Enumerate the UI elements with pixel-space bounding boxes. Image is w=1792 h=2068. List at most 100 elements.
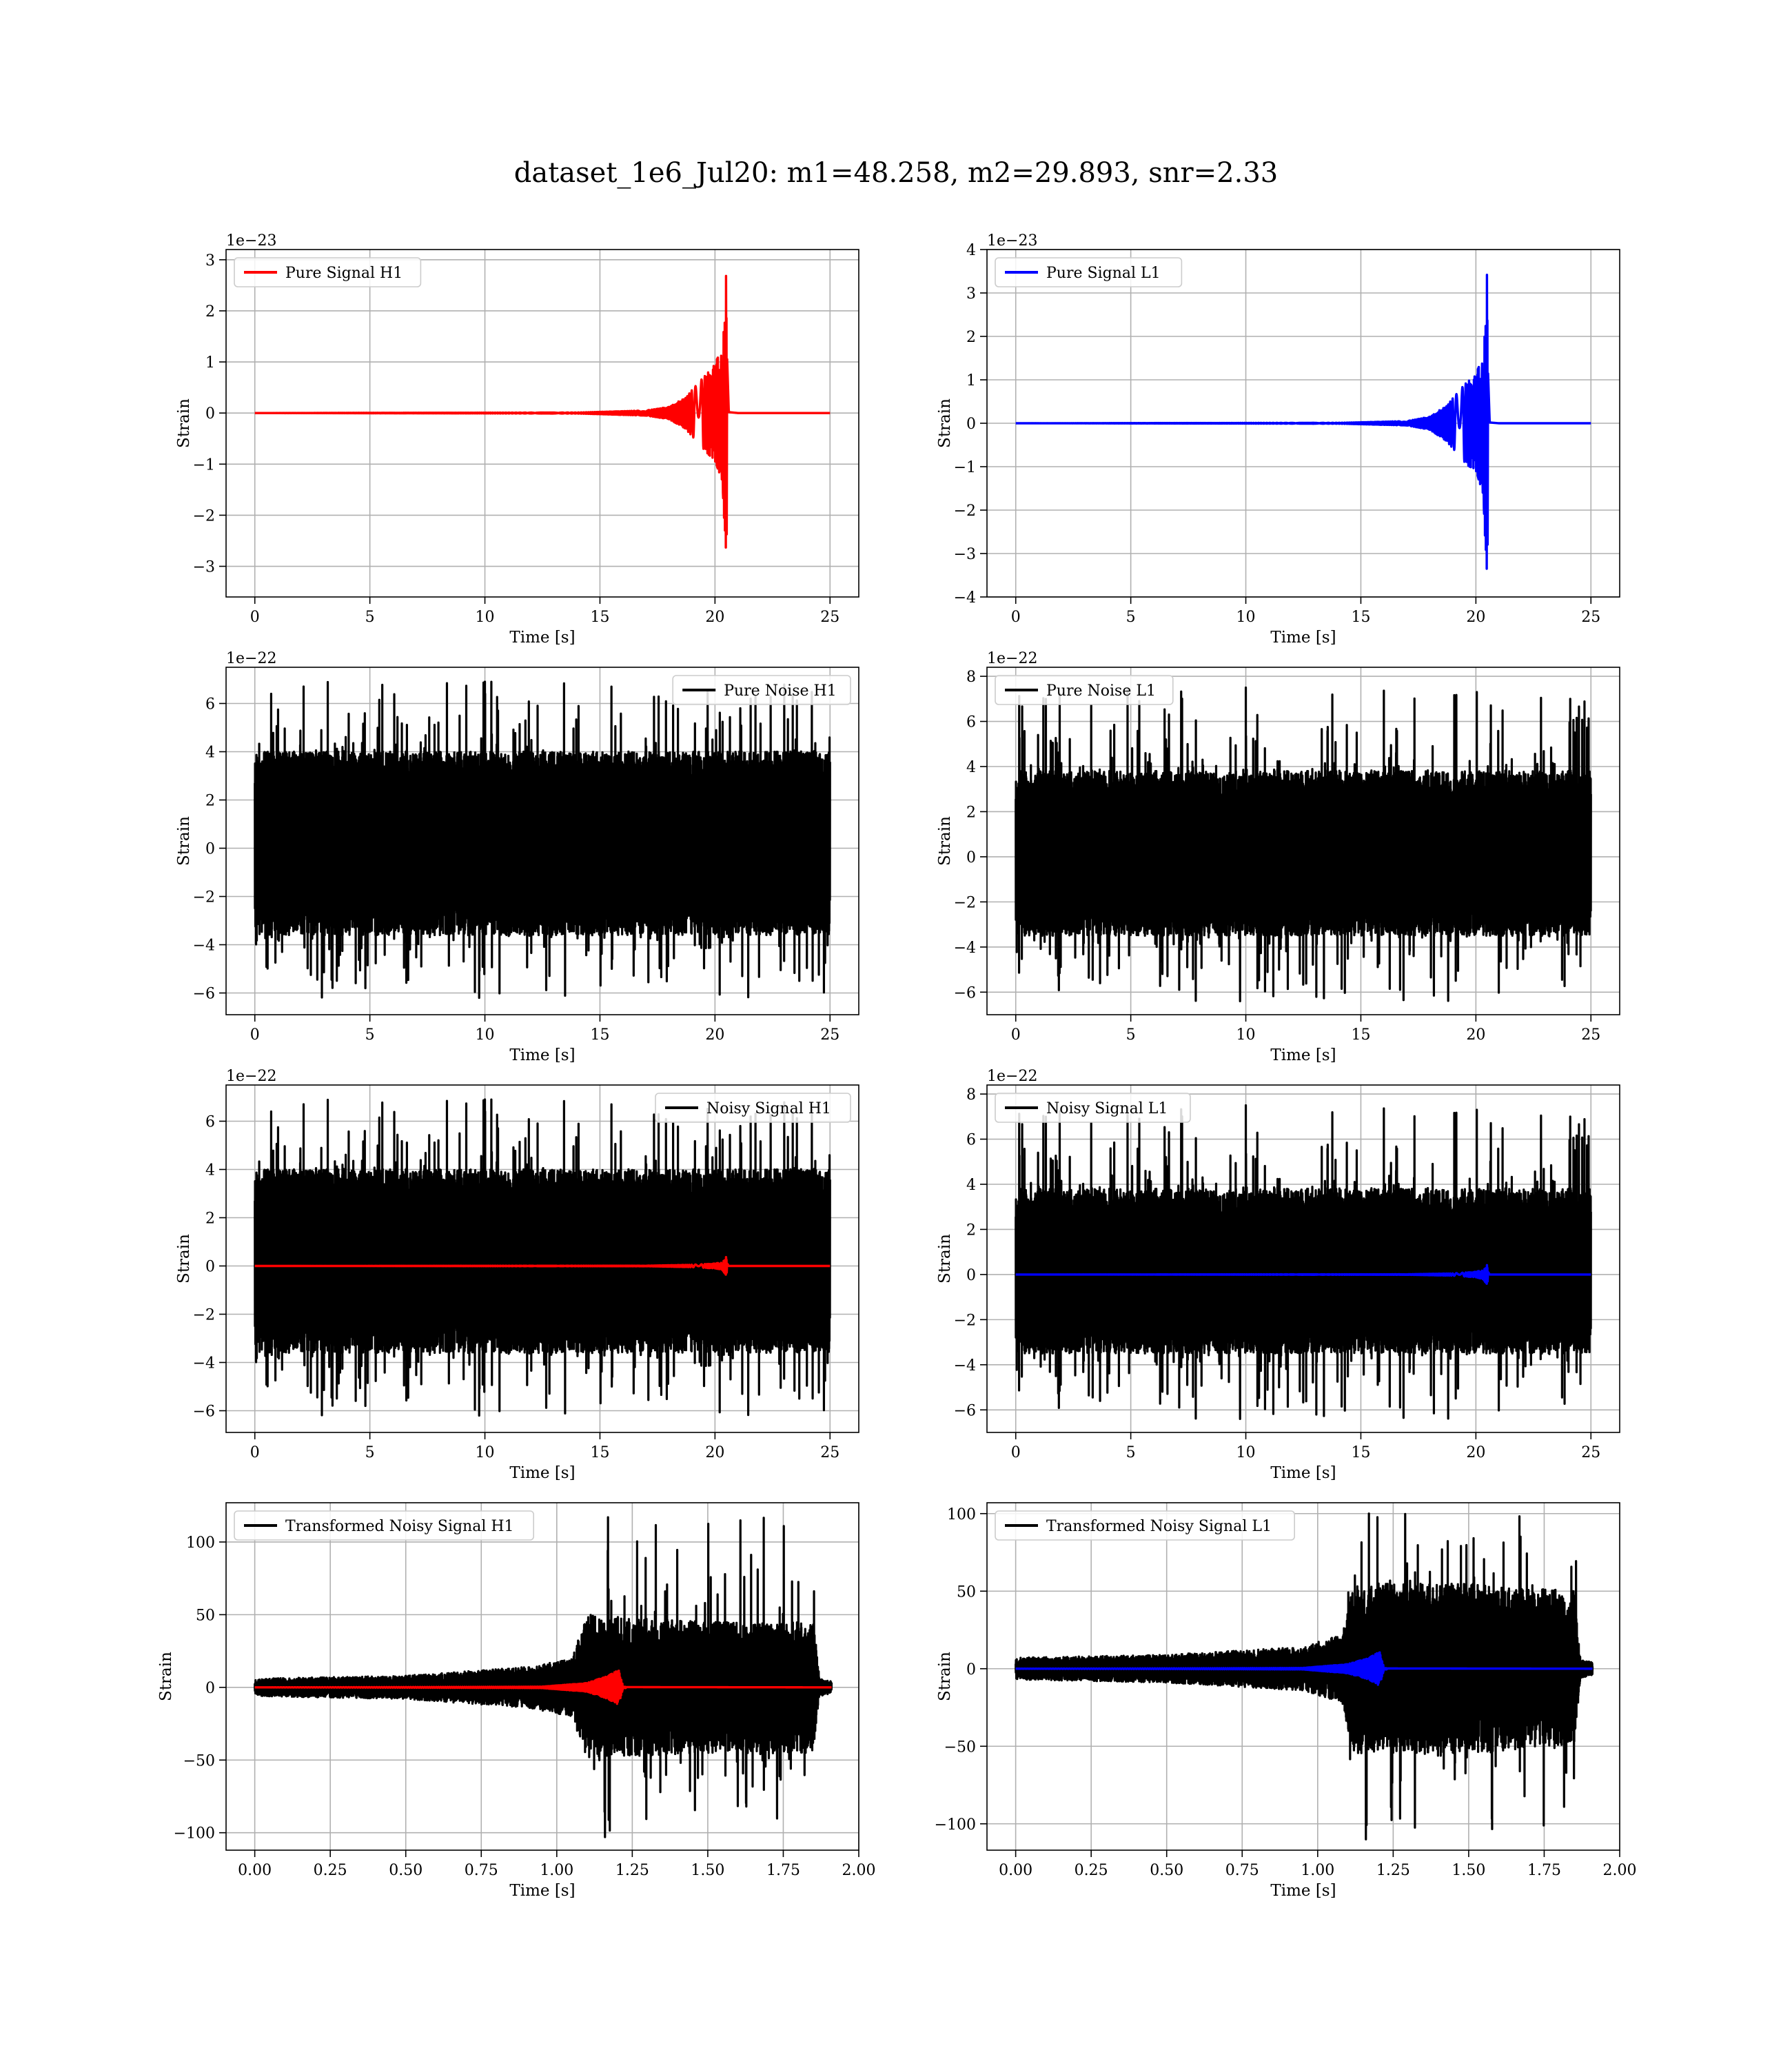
series-line-pure-noise-l1 [1015,686,1592,1002]
y-tick-label: −2 [954,894,976,911]
axes-frame [225,1502,859,1851]
x-tick-label: 1.25 [1376,1862,1410,1879]
x-axis-label: Time [s] [509,629,575,647]
y-tick-label: 3 [966,285,976,303]
x-tick-label: 5 [1126,609,1136,626]
x-tick-label: 15 [590,609,609,626]
x-tick-label: 0.75 [1225,1862,1259,1879]
legend: Transformed Noisy Signal L1 [995,1510,1296,1541]
y-tick-label: −6 [193,986,215,1003]
offset-text: 1e−22 [987,650,1037,667]
legend-box [995,257,1183,287]
y-tick-label: 4 [966,1177,976,1194]
x-tick-label: 0 [250,1444,260,1461]
x-tick-label: 20 [1466,1444,1485,1461]
figure-title: dataset_1e6_Jul20: m1=48.258, m2=29.893,… [513,157,1279,189]
y-tick-label: 8 [966,1086,976,1104]
y-tick-label: −1 [954,459,976,476]
legend-label: Transformed Noisy Signal L1 [1046,1518,1272,1535]
y-tick-label: −100 [935,1816,976,1834]
y-tick-label: 0 [205,1259,215,1276]
y-tick-label: 1 [966,372,976,389]
chart-noisy-signal-h1: 0 5 10 15 20 25 −6 −4 −2 0 2 4 6 Time [s] Strain 1e−22 N… [175,1068,859,1482]
legend: Pure Noise H1 [672,675,851,705]
legend-label: Pure Signal L1 [1046,265,1161,282]
y-tick-label: 4 [966,759,976,776]
x-axis-label: Time [s] [1270,1464,1336,1482]
y-tick-label: 0 [205,841,215,858]
chart-transformed-noisy-signal-l1: 0.00 0.25 0.50 0.75 1.00 1.25 1.50 1.75 2.00 −100… [935,1502,1637,1900]
x-axis-label: Time [s] [509,1464,575,1482]
offset-text: 1e−22 [987,1068,1037,1085]
x-axis-label: Time [s] [509,1046,575,1064]
y-tick-label: −4 [954,940,976,957]
chart-noisy-signal-l1: 0 5 10 15 20 25 −6 −4 −2 0 2 4 6 8 Time [s] Strain 1e−22… [936,1068,1620,1482]
x-tick-label: 15 [590,1026,609,1044]
series-line-transformed-noisy-signal-h1 [254,1516,833,1838]
x-tick-label: 25 [820,1444,839,1461]
x-tick-label: 1.00 [540,1862,573,1879]
y-axis-label: Strain [175,816,193,866]
y-tick-label: −1 [193,456,215,474]
legend: Pure Noise L1 [995,675,1174,705]
x-tick-label: 25 [1581,1444,1600,1461]
x-tick-label: 15 [1351,1444,1370,1461]
y-tick-label: 6 [205,696,215,713]
y-tick-label: 2 [205,1210,215,1228]
y-axis-label: Strain [175,398,193,448]
y-tick-label: 8 [966,669,976,686]
y-tick-label: 4 [205,1162,215,1179]
x-tick-label: 0.50 [1150,1862,1183,1879]
legend: Transformed Noisy Signal H1 [234,1510,535,1541]
offset-text: 1e−22 [226,650,276,667]
legend-label: Noisy Signal H1 [706,1100,831,1117]
legend-box [234,1510,535,1541]
legend-box [672,675,851,705]
x-tick-label: 0 [1011,1026,1021,1044]
y-tick-label: 0 [966,1661,976,1679]
y-axis-label: Strain [936,1652,954,1701]
y-tick-label: −100 [174,1825,215,1843]
x-tick-label: 10 [1236,1026,1256,1044]
y-tick-label: 1 [205,354,215,372]
x-tick-label: 5 [1126,1026,1136,1044]
y-tick-label: 100 [947,1506,976,1523]
y-tick-label: 0 [966,1267,976,1284]
legend-box [655,1093,851,1123]
y-tick-label: 4 [966,242,976,259]
legend: Pure Signal H1 [234,257,422,287]
chart-pure-noise-l1: 0 5 10 15 20 25 −6 −4 −2 0 2 4 6 8 Time [s] Strain 1e−22… [936,650,1620,1064]
x-tick-label: 10 [1236,1444,1256,1461]
chart-pure-signal-l1: 0 5 10 15 20 25 −4 −3 −2 −1 0 1 2 3 4 Time [s] Strain 1e−… [936,232,1620,647]
axes-frame [986,1502,1620,1851]
legend-label: Pure Noise L1 [1046,682,1156,700]
legend-label: Pure Noise H1 [724,682,837,700]
x-tick-label: 2.00 [1603,1862,1637,1879]
x-tick-label: 20 [705,609,724,626]
y-tick-label: 0 [966,849,976,866]
y-tick-label: −2 [954,503,976,520]
series-line-transformed-noisy-signal-l1-overlay-1 [1015,1651,1594,1686]
series-line-transformed-noisy-signal-h1-overlay-1 [254,1670,833,1705]
x-tick-label: 5 [365,1026,375,1044]
chart-pure-signal-h1: 0 5 10 15 20 25 −3 −2 −1 0 1 2 3 Time [s] Strain 1e−23 P… [175,232,859,647]
x-tick-label: 10 [476,1026,495,1044]
x-tick-label: 0 [250,1026,260,1044]
x-tick-label: 1.00 [1301,1862,1334,1879]
x-tick-label: 0.25 [1075,1862,1108,1879]
x-tick-label: 20 [1466,609,1485,626]
y-tick-label: 50 [957,1583,976,1601]
x-tick-label: 25 [820,1026,839,1044]
y-tick-label: −4 [193,937,215,955]
x-axis-label: Time [s] [1270,1882,1336,1900]
y-tick-label: −2 [193,889,215,906]
y-tick-label: 6 [966,714,976,731]
legend: Noisy Signal L1 [995,1093,1191,1123]
offset-text: 1e−22 [226,1068,276,1085]
x-axis-label: Time [s] [509,1882,575,1900]
offset-text: 1e−23 [987,232,1037,250]
y-tick-label: −3 [193,559,215,576]
series-line-pure-signal-h1 [254,274,831,549]
